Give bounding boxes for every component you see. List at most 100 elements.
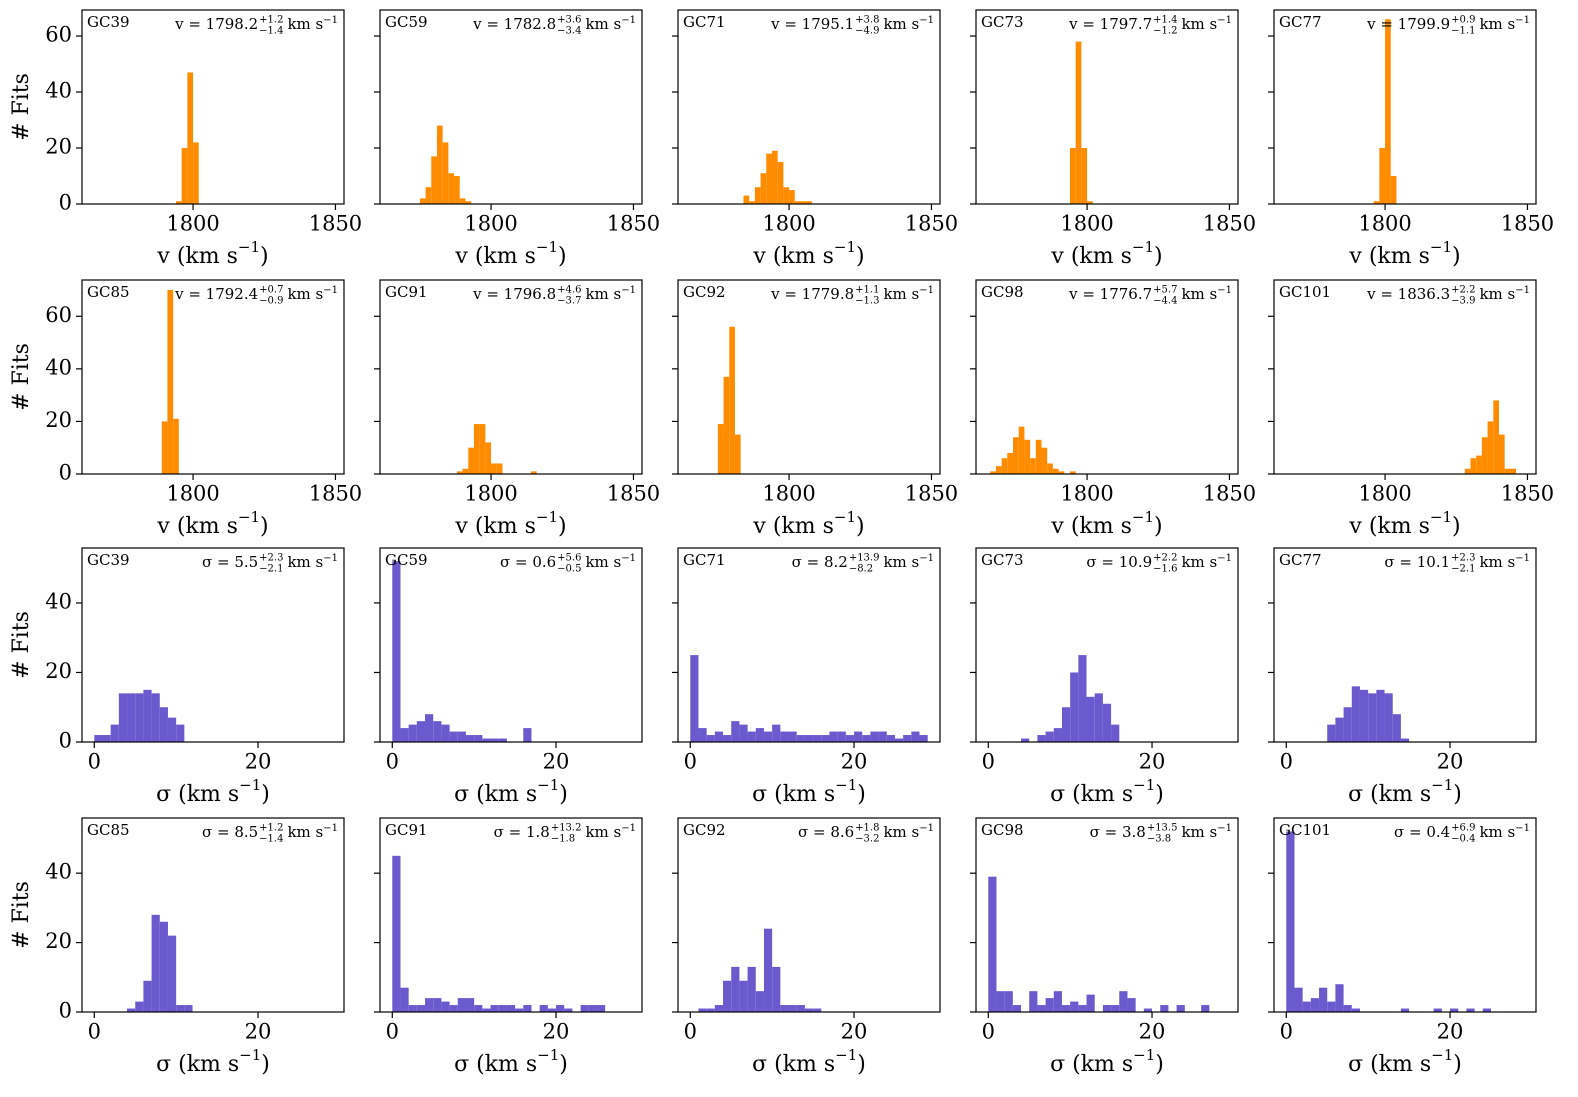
x-tick-label: 20 <box>543 1020 570 1044</box>
bar <box>506 1005 516 1012</box>
x-axis-label-exp: −1 <box>834 238 856 256</box>
unit: km s−1 <box>287 285 338 304</box>
bar <box>878 731 887 742</box>
bar <box>1094 693 1103 742</box>
bar <box>416 1005 426 1012</box>
bar <box>714 731 724 742</box>
bar <box>465 998 475 1012</box>
unit-exp: −1 <box>919 15 934 26</box>
x-axis-label-part: σ (km s <box>752 782 835 807</box>
bar <box>1286 831 1295 1012</box>
bar <box>1466 1008 1475 1012</box>
bar <box>173 418 179 474</box>
bar <box>1037 1005 1046 1012</box>
bar <box>731 966 740 1012</box>
y-tick-label: 20 <box>45 408 72 432</box>
bar <box>151 914 160 1012</box>
x-axis-label-exp: −1 <box>536 508 558 526</box>
frame <box>677 817 941 1013</box>
estimate: σ = 1.8 <box>494 823 550 841</box>
panel-label: GC71 <box>683 13 726 31</box>
x-axis-label-exp: −1 <box>1132 238 1154 256</box>
lower-error: −1.2 <box>1153 26 1177 37</box>
bar <box>919 735 928 742</box>
x-axis-label-exp: −1 <box>536 238 558 256</box>
unit-text: km s <box>1181 285 1217 303</box>
y-tick-label: 0 <box>59 191 72 215</box>
lower-error: −3.4 <box>557 26 581 37</box>
bar <box>714 1005 724 1012</box>
unit-exp: −1 <box>323 823 338 834</box>
bar <box>159 707 168 742</box>
bar <box>1029 991 1038 1012</box>
panel-label: GC92 <box>683 283 726 301</box>
frame <box>1273 547 1537 743</box>
bar <box>1052 468 1059 474</box>
bar <box>763 731 773 742</box>
unit-exp: −1 <box>1217 823 1232 834</box>
bar <box>184 1005 193 1012</box>
panel: 0 20σ (km s−1)GC92 km s−1+1.8−3.2σ = 8.6 <box>672 817 941 1077</box>
bar <box>408 1005 417 1012</box>
bar <box>1102 703 1112 742</box>
unit-exp: −1 <box>1217 553 1232 564</box>
bar <box>474 1005 483 1012</box>
x-axis-label-part: ) <box>260 514 269 539</box>
x-axis-label-part: σ (km s <box>1050 1052 1133 1077</box>
bar <box>1086 994 1095 1012</box>
panel: 0 20σ (km s−1)GC77 km s−1+2.3−2.1σ = 10.1 <box>1268 547 1537 807</box>
bar <box>1343 707 1352 742</box>
bar <box>135 1001 144 1012</box>
bar <box>400 728 409 742</box>
unit-exp: −1 <box>621 15 636 26</box>
panel: 0 20σ (km s−1)GC73 km s−1+2.2−1.6σ = 10.9 <box>970 547 1239 807</box>
bar <box>690 655 699 742</box>
bar <box>425 714 434 742</box>
bar <box>143 689 152 742</box>
bar <box>1035 439 1042 474</box>
bar <box>167 935 177 1012</box>
frame <box>379 279 643 475</box>
x-axis-label-part: ) <box>1155 1052 1164 1077</box>
frame <box>677 547 941 743</box>
bar <box>127 1008 136 1012</box>
unit-text: km s <box>1479 553 1515 571</box>
upper-error: +13.9 <box>849 553 880 564</box>
y-axis-label: # Fits <box>9 881 34 949</box>
y-tick-label: 20 <box>45 135 72 159</box>
x-tick-label: 1850 <box>1501 212 1554 236</box>
unit: km s−1 <box>1479 285 1530 304</box>
unit: km s−1 <box>1479 823 1530 842</box>
bar <box>777 162 784 204</box>
bar <box>457 998 466 1012</box>
bar <box>903 735 912 742</box>
bar <box>995 466 1002 474</box>
panel-label: GC39 <box>87 13 130 31</box>
x-axis-label-exp: −1 <box>1133 776 1155 794</box>
unit-exp: −1 <box>1515 823 1530 834</box>
x-axis-label-part: ) <box>261 1052 270 1077</box>
y-tick-label: 40 <box>45 79 72 103</box>
bar <box>1319 987 1328 1012</box>
bar <box>175 201 182 204</box>
panel-label: GC98 <box>981 283 1024 301</box>
x-axis-label-part: ) <box>1453 1052 1462 1077</box>
x-tick-label: 1800 <box>166 212 219 236</box>
estimate: v = 1799.9 <box>1366 15 1450 33</box>
bar <box>1351 686 1360 742</box>
bar <box>454 176 460 204</box>
x-tick-label: 20 <box>543 750 570 774</box>
unit-exp: −1 <box>1217 285 1232 296</box>
panel-label: GC85 <box>87 283 130 301</box>
bar <box>462 468 469 474</box>
bar <box>854 731 863 742</box>
x-axis-label-part: ) <box>261 782 270 807</box>
lower-error: −1.6 <box>1153 564 1177 575</box>
x-axis-label-part: ) <box>856 514 865 539</box>
bar <box>743 195 750 204</box>
bar <box>754 187 761 204</box>
unit: km s−1 <box>287 15 338 34</box>
bar <box>723 735 732 742</box>
x-axis-label: v (km s−1) <box>156 238 268 269</box>
panel-label: GC91 <box>385 283 428 301</box>
